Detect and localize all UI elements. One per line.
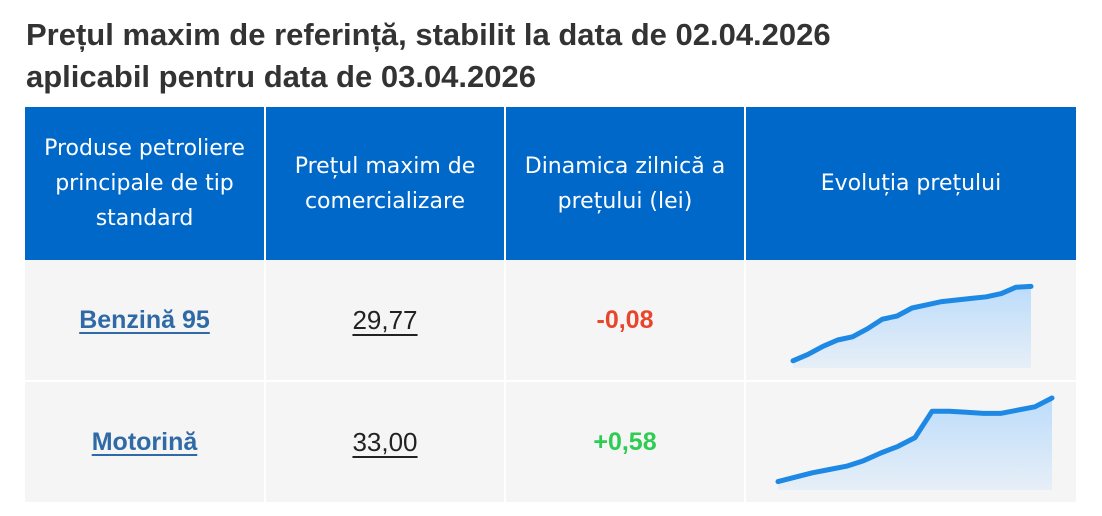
- column-header-product-line-3: standard: [95, 206, 194, 231]
- column-header-price-line-2: comercializare: [304, 188, 466, 214]
- column-header-product-line-2: principale de tip: [55, 171, 234, 196]
- column-header-evolution-label: Evoluția prețului: [820, 171, 1002, 196]
- daily-change-benzina-95: -0,08: [596, 305, 654, 334]
- column-header-product-line-1: Produse petroliere: [44, 136, 245, 161]
- daily-change-motorina: +0,58: [593, 427, 657, 456]
- price-value-motorina[interactable]: 33,00: [352, 426, 418, 457]
- table-row: Motorină 33,00 +0,58: [25, 381, 1076, 502]
- price-evolution-chart-benzina-95: [790, 283, 1034, 368]
- product-cell: Motorină: [25, 381, 266, 502]
- change-cell: +0,58: [505, 381, 746, 502]
- column-header-evolution: Evoluția prețului: [745, 107, 1076, 260]
- column-header-change-line-2: prețului (lei): [557, 188, 693, 214]
- column-header-price: Prețul maxim de comercializare: [265, 107, 506, 260]
- price-cell: 33,00: [265, 381, 506, 502]
- evolution-cell: [745, 260, 1076, 382]
- page-title: Prețul maxim de referință, stabilit la d…: [26, 14, 1086, 98]
- table-header-row: Produse petroliere principale de tip sta…: [25, 107, 1076, 260]
- product-link-motorina[interactable]: Motorină: [91, 427, 198, 456]
- price-evolution-chart-motorina: [775, 395, 1055, 490]
- price-value-benzina-95[interactable]: 29,77: [352, 304, 418, 335]
- product-link-benzina-95[interactable]: Benzină 95: [79, 305, 210, 334]
- column-header-price-line-1: Prețul maxim de: [294, 153, 476, 179]
- title-line-2: aplicabil pentru data de 03.04.2026: [26, 59, 537, 94]
- column-header-change-line-1: Dinamica zilnică a: [524, 153, 726, 179]
- sparkline-line: [790, 283, 1034, 364]
- product-cell: Benzină 95: [25, 260, 266, 382]
- evolution-cell: [745, 381, 1076, 502]
- fuel-price-table: Produse petroliere principale de tip sta…: [25, 107, 1076, 502]
- table-row: Benzină 95 29,77 -0,08: [25, 260, 1076, 382]
- change-cell: -0,08: [505, 260, 746, 382]
- sparkline-line: [775, 395, 1055, 485]
- price-cell: 29,77: [265, 260, 506, 382]
- column-header-change: Dinamica zilnică a prețului (lei): [505, 107, 746, 260]
- sparkline-area: [793, 286, 1031, 368]
- title-line-1: Prețul maxim de referință, stabilit la d…: [26, 17, 831, 52]
- column-header-product: Produse petroliere principale de tip sta…: [25, 107, 266, 260]
